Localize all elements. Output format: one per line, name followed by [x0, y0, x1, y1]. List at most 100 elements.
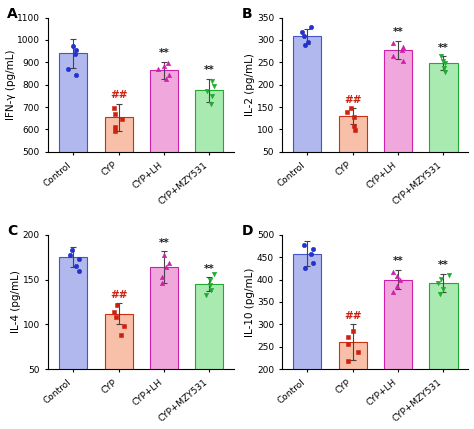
Point [207, 100, 214, 107]
Point [301, 42, 309, 49]
Point [163, 76, 170, 82]
Text: **: ** [438, 260, 449, 270]
Point [206, 281, 214, 288]
Point [439, 285, 447, 292]
Point [389, 39, 397, 46]
Bar [429, 283, 457, 429]
Text: ##: ## [344, 311, 362, 321]
Text: **: ** [204, 263, 215, 274]
Point [165, 259, 173, 266]
Bar [384, 50, 412, 174]
Point [75, 267, 82, 274]
Bar [338, 116, 367, 174]
Point [208, 78, 216, 85]
Point [300, 241, 308, 248]
Point [118, 116, 126, 123]
Bar [59, 53, 87, 264]
Bar [429, 63, 457, 174]
Point [69, 42, 77, 49]
Text: C: C [8, 224, 18, 238]
Point [441, 60, 448, 66]
Point [110, 308, 118, 315]
Point [160, 63, 168, 70]
Point [393, 272, 401, 279]
Text: ##: ## [344, 95, 362, 105]
Point [111, 124, 119, 130]
Point [347, 105, 355, 112]
Bar [195, 90, 223, 264]
Point [208, 93, 216, 100]
Point [396, 276, 404, 283]
Point [354, 349, 361, 356]
Point [73, 71, 80, 78]
Point [300, 33, 308, 40]
Text: D: D [241, 224, 253, 238]
Point [72, 263, 79, 269]
Point [165, 71, 173, 78]
Point [159, 273, 166, 280]
Point [208, 287, 215, 294]
Bar [195, 284, 223, 414]
Point [399, 44, 406, 51]
Point [351, 122, 358, 129]
Text: ##: ## [110, 91, 128, 100]
Text: ##: ## [110, 290, 128, 299]
Point [113, 301, 121, 308]
Point [71, 51, 79, 58]
Bar [59, 257, 87, 414]
Point [66, 251, 74, 258]
Point [400, 57, 407, 64]
Text: **: ** [204, 65, 215, 76]
Text: **: ** [393, 27, 403, 37]
Point [390, 289, 397, 296]
Point [389, 268, 397, 275]
Point [344, 108, 351, 115]
Point [344, 341, 351, 348]
Text: **: ** [393, 257, 403, 266]
Point [440, 64, 448, 71]
Bar [105, 117, 133, 264]
Point [304, 38, 311, 45]
Point [350, 114, 357, 121]
Point [163, 264, 170, 271]
Point [206, 276, 214, 283]
Point [164, 59, 172, 66]
Point [345, 358, 352, 365]
Point [301, 265, 309, 272]
Point [161, 251, 168, 258]
Point [299, 28, 306, 35]
Point [435, 279, 442, 286]
Point [389, 53, 397, 60]
Point [210, 82, 218, 89]
Point [118, 332, 125, 338]
Point [158, 280, 165, 287]
Y-axis label: IL-4 (pg/mL): IL-4 (pg/mL) [11, 271, 21, 333]
Point [75, 256, 83, 263]
Point [210, 271, 218, 278]
Y-axis label: IL-2 (pg/mL): IL-2 (pg/mL) [246, 53, 255, 116]
Bar [384, 280, 412, 429]
Text: **: ** [159, 48, 169, 58]
Point [309, 259, 317, 266]
Y-axis label: IL-10 (pg/mL): IL-10 (pg/mL) [246, 267, 255, 337]
Text: A: A [8, 7, 18, 21]
Point [73, 47, 80, 54]
Point [351, 127, 358, 134]
Bar [150, 70, 178, 264]
Bar [338, 342, 367, 429]
Text: B: B [241, 7, 252, 21]
Point [113, 314, 120, 320]
Text: **: ** [438, 43, 449, 53]
Point [439, 57, 447, 64]
Point [399, 46, 406, 53]
Point [349, 328, 357, 335]
Bar [150, 267, 178, 414]
Bar [293, 254, 321, 429]
Point [436, 290, 444, 297]
Point [438, 275, 445, 282]
Text: **: ** [159, 238, 169, 248]
Point [445, 272, 453, 278]
Point [111, 111, 118, 118]
Point [64, 66, 72, 73]
Point [68, 247, 75, 254]
